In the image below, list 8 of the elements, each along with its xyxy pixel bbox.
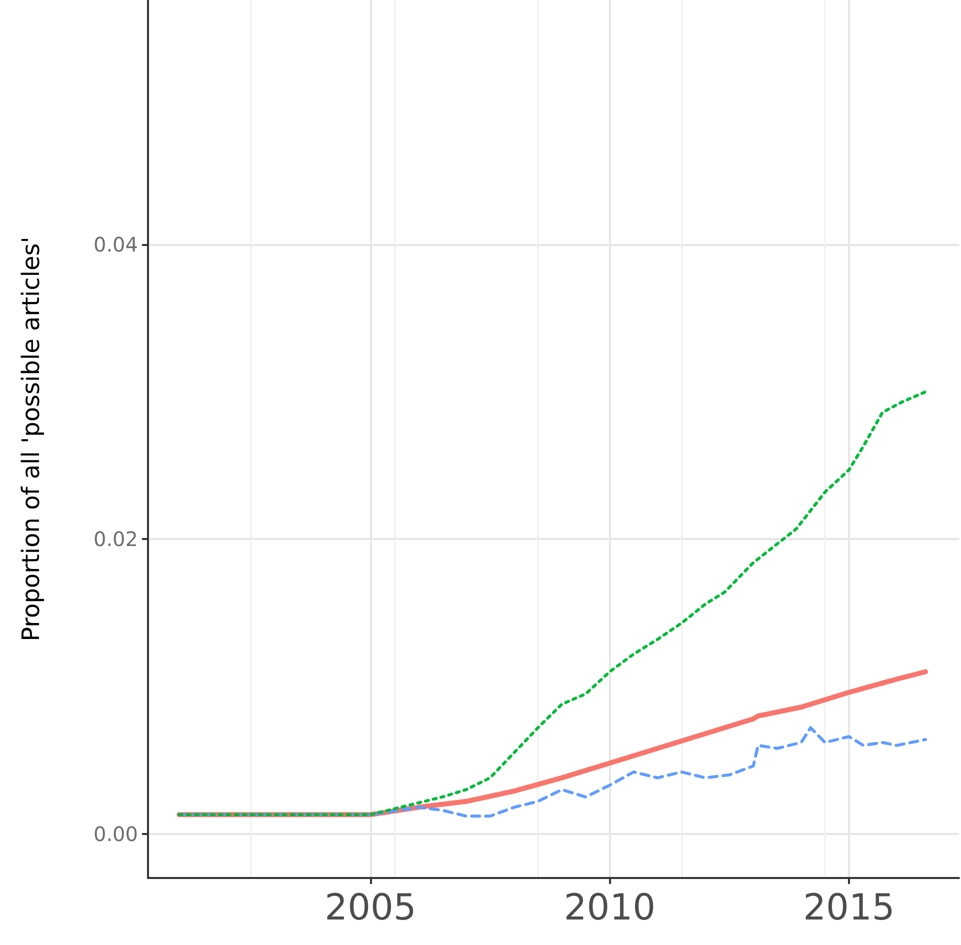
y-tick-label: 0.00 — [93, 822, 138, 846]
y-tick-label: 0.02 — [93, 527, 138, 552]
x-tick-label: 2010 — [564, 888, 656, 928]
x-tick-label: 2005 — [324, 888, 416, 928]
x-tick-label: 2015 — [803, 888, 895, 928]
line-series — [178, 390, 928, 816]
y-axis-title: Proportion of all 'possible articles' — [17, 236, 45, 642]
y-tick-label: 0.04 — [93, 232, 138, 257]
